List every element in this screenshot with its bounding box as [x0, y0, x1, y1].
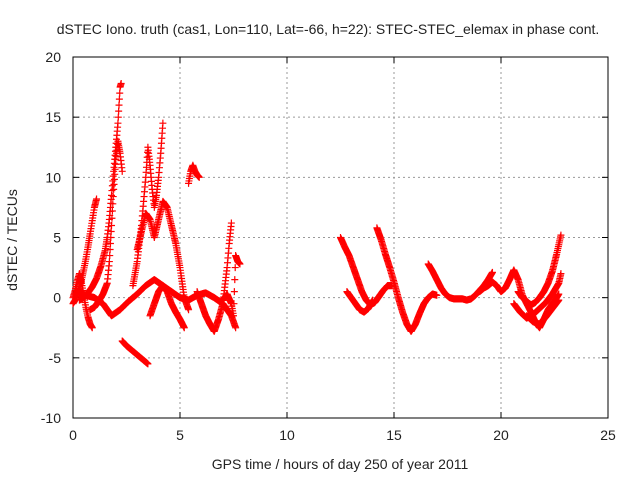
- data-point: [115, 101, 123, 109]
- data-point: [180, 324, 188, 332]
- data-point: [230, 312, 237, 320]
- data-point: [106, 252, 114, 260]
- data-point: [185, 306, 193, 314]
- data-point: [557, 270, 565, 278]
- chart-title: dSTEC Iono. truth (cas1, Lon=110, Lat=-6…: [57, 21, 600, 37]
- y-tick-label: 0: [53, 290, 61, 306]
- data-point: [106, 240, 114, 248]
- gridlines: [73, 57, 608, 418]
- data-point: [118, 167, 126, 175]
- y-axis-label: dSTEC / TECUs: [4, 189, 20, 291]
- y-tick-label: -5: [49, 350, 62, 366]
- data-point: [555, 296, 563, 304]
- data-point: [555, 290, 563, 298]
- data-point: [108, 214, 116, 222]
- data-point: [159, 119, 167, 127]
- data-points: [69, 79, 565, 368]
- data-point: [236, 260, 244, 268]
- data-point: [230, 300, 238, 308]
- data-point: [114, 119, 122, 127]
- data-point: [108, 221, 116, 229]
- data-point: [557, 231, 565, 239]
- data-point: [107, 227, 115, 235]
- data-point: [93, 195, 101, 203]
- x-tick-label: 0: [69, 427, 77, 443]
- y-tick-label: 10: [45, 169, 61, 185]
- data-point: [109, 193, 117, 201]
- data-point: [231, 276, 239, 284]
- y-tick-label: 20: [45, 49, 61, 65]
- data-point: [106, 246, 114, 254]
- x-tick-label: 5: [176, 427, 184, 443]
- data-point: [108, 207, 116, 215]
- x-axis-label: GPS time / hours of day 250 of year 2011: [212, 456, 469, 472]
- tick-labels: 0 5 10 15 20 25 -10 -5 0 5 10 15 20: [41, 49, 616, 443]
- y-tick-label: -10: [41, 410, 61, 426]
- data-point: [232, 324, 240, 332]
- data-point: [114, 113, 122, 121]
- data-point: [105, 258, 113, 266]
- x-tick-label: 25: [600, 427, 616, 443]
- data-point: [433, 291, 441, 299]
- y-tick-label: 5: [53, 230, 61, 246]
- data-point: [369, 296, 377, 304]
- data-point: [117, 79, 125, 87]
- data-point: [227, 219, 235, 227]
- x-tick-label: 15: [386, 427, 402, 443]
- data-point: [231, 264, 239, 272]
- x-tick-label: 10: [279, 427, 295, 443]
- data-point: [195, 173, 203, 181]
- data-point: [88, 324, 96, 332]
- data-point: [144, 360, 152, 368]
- plot-frame: [72, 56, 609, 419]
- data-point: [230, 288, 238, 296]
- x-tick-label: 20: [493, 427, 509, 443]
- data-point: [115, 95, 123, 103]
- data-point: [488, 268, 496, 276]
- data-point: [109, 200, 117, 208]
- y-tick-label: 15: [45, 109, 61, 125]
- data-point: [107, 234, 115, 241]
- data-point: [115, 107, 123, 115]
- data-point: [116, 89, 124, 97]
